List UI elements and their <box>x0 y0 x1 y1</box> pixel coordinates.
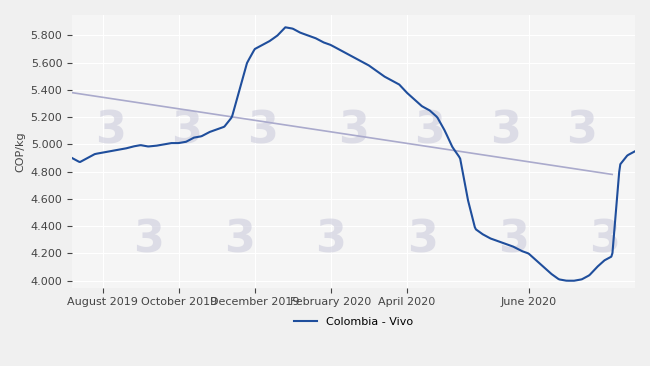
Text: 3: 3 <box>414 109 445 152</box>
Text: 3: 3 <box>338 109 369 152</box>
Text: 3: 3 <box>498 219 528 261</box>
Text: 3: 3 <box>224 219 255 261</box>
Text: 3: 3 <box>133 219 164 261</box>
Text: 3: 3 <box>315 219 346 261</box>
Legend: Colombia - Vivo: Colombia - Vivo <box>290 312 417 331</box>
Text: 3: 3 <box>171 109 202 152</box>
Text: 3: 3 <box>407 219 437 261</box>
Text: 3: 3 <box>490 109 521 152</box>
Text: 3: 3 <box>589 219 620 261</box>
Text: 3: 3 <box>247 109 278 152</box>
Text: 3: 3 <box>566 109 597 152</box>
Text: 3: 3 <box>95 109 125 152</box>
Y-axis label: COP/kg: COP/kg <box>15 131 25 172</box>
